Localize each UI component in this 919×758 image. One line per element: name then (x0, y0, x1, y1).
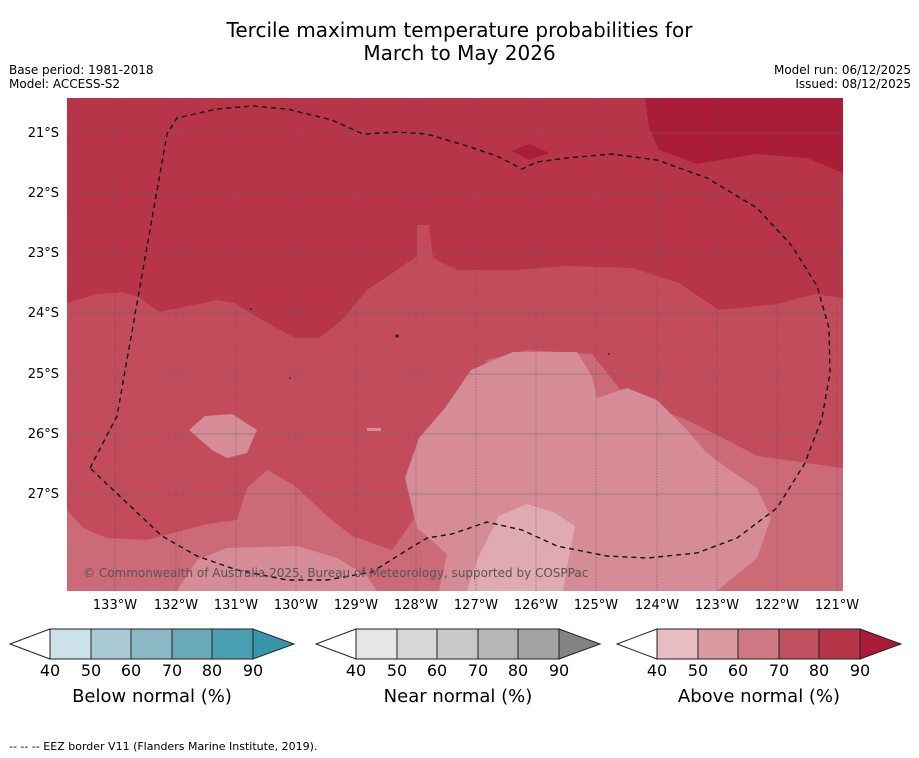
above-normal-swatch-40 (656, 628, 699, 660)
near-tick-70: 70 (467, 661, 489, 680)
above-tick-60: 60 (727, 661, 749, 680)
lon-label-122w: 122°W (754, 598, 800, 613)
near-normal-swatch-50 (396, 628, 438, 660)
lon-label-127w: 127°W (453, 598, 499, 613)
above-normal-swatch-50 (697, 628, 739, 660)
issued-date: Issued: 08/12/2025 (795, 77, 911, 91)
zone-palest (467, 504, 575, 591)
base-period: Base period: 1981-2018 (9, 63, 154, 77)
lat-label-27s: 27°S (27, 487, 59, 502)
below-normal-swatch-70 (171, 628, 213, 660)
below-tick-80: 80 (201, 661, 223, 680)
eez-border (89, 105, 831, 581)
below-normal-swatch-80 (211, 628, 254, 660)
lon-label-121w: 121°W (814, 598, 860, 613)
below-tick-40: 40 (39, 661, 61, 680)
lat-label-26s: 26°S (27, 427, 59, 442)
below-normal-swatch-50 (90, 628, 132, 660)
lat-label-23s: 23°S (27, 246, 59, 261)
map-latitude-lines (67, 132, 843, 495)
copyright-text: © Commonwealth of Australia 2025, Bureau… (83, 566, 588, 580)
above-normal-low-extend (615, 628, 658, 660)
colorbar-below-normal (8, 628, 296, 660)
below-normal-swatch-40 (49, 628, 92, 660)
above-tick-80: 80 (808, 661, 830, 680)
lat-label-25s: 25°S (27, 367, 59, 382)
title-line-2: March to May 2026 (363, 41, 556, 65)
below-normal-swatch-60 (130, 628, 173, 660)
meta-right: Model run: 06/12/2025 Issued: 08/12/2025 (774, 63, 911, 91)
pale-speck (367, 428, 381, 431)
colorbar-near-normal (314, 628, 602, 660)
above-tick-40: 40 (646, 661, 668, 680)
island-2 (289, 377, 291, 379)
lon-label-129w: 129°W (333, 598, 379, 613)
near-normal-high-extend (558, 628, 602, 660)
below-normal-high-extend (252, 628, 296, 660)
below-normal-label: Below normal (%) (72, 686, 232, 707)
near-normal-swatch-60 (436, 628, 479, 660)
below-tick-50: 50 (80, 661, 102, 680)
island-3 (395, 334, 399, 338)
below-tick-60: 60 (120, 661, 142, 680)
near-tick-40: 40 (345, 661, 367, 680)
near-normal-swatch-70 (477, 628, 519, 660)
lon-label-132w: 132°W (153, 598, 199, 613)
above-normal-swatch-80 (818, 628, 861, 660)
below-normal-low-extend (8, 628, 51, 660)
above-tick-70: 70 (768, 661, 790, 680)
lon-label-126w: 126°W (513, 598, 559, 613)
map-title: Tercile maximum temperature probabilitie… (0, 19, 919, 65)
lat-label-24s: 24°S (27, 306, 59, 321)
zone-pale-left (189, 414, 257, 458)
lon-label-130w: 130°W (273, 598, 319, 613)
lon-label-131w: 131°W (213, 598, 259, 613)
near-normal-low-extend (314, 628, 357, 660)
island-1 (250, 308, 252, 310)
meta-left: Base period: 1981-2018 Model: ACCESS-S2 (9, 63, 154, 91)
lat-label-22s: 22°S (27, 186, 59, 201)
near-tick-90: 90 (548, 661, 570, 680)
near-tick-50: 50 (386, 661, 408, 680)
near-normal-swatch-80 (517, 628, 560, 660)
lat-label-21s: 21°S (27, 126, 59, 141)
probability-map: © Commonwealth of Australia 2025, Bureau… (67, 98, 843, 591)
above-tick-50: 50 (687, 661, 709, 680)
small-islands (250, 308, 610, 379)
near-tick-60: 60 (426, 661, 448, 680)
above-normal-swatch-70 (778, 628, 820, 660)
zone-darkest (597, 98, 843, 173)
above-normal-label: Above normal (%) (677, 686, 841, 707)
zone-small-dark-patch (512, 144, 549, 160)
title-line-1: Tercile maximum temperature probabilitie… (226, 18, 693, 42)
island-4 (608, 353, 610, 355)
lon-label-133w: 133°W (92, 598, 138, 613)
below-tick-90: 90 (242, 661, 264, 680)
lon-label-124w: 124°W (634, 598, 680, 613)
eez-footnote: -- -- -- EEZ border V11 (Flanders Marine… (9, 740, 318, 753)
above-normal-swatch-60 (737, 628, 780, 660)
lon-label-123w: 123°W (694, 598, 740, 613)
colorbar-above-normal (615, 628, 903, 660)
above-normal-high-extend (859, 628, 903, 660)
near-normal-label: Near normal (%) (383, 686, 533, 707)
map-gridlines (114, 98, 838, 591)
near-normal-swatch-40 (355, 628, 398, 660)
near-tick-80: 80 (507, 661, 529, 680)
model-run: Model run: 06/12/2025 (773, 63, 911, 77)
above-tick-90: 90 (849, 661, 871, 680)
below-tick-70: 70 (161, 661, 183, 680)
lon-label-125w: 125°W (573, 598, 619, 613)
model-name: Model: ACCESS-S2 (9, 77, 121, 91)
lon-label-128w: 128°W (393, 598, 439, 613)
